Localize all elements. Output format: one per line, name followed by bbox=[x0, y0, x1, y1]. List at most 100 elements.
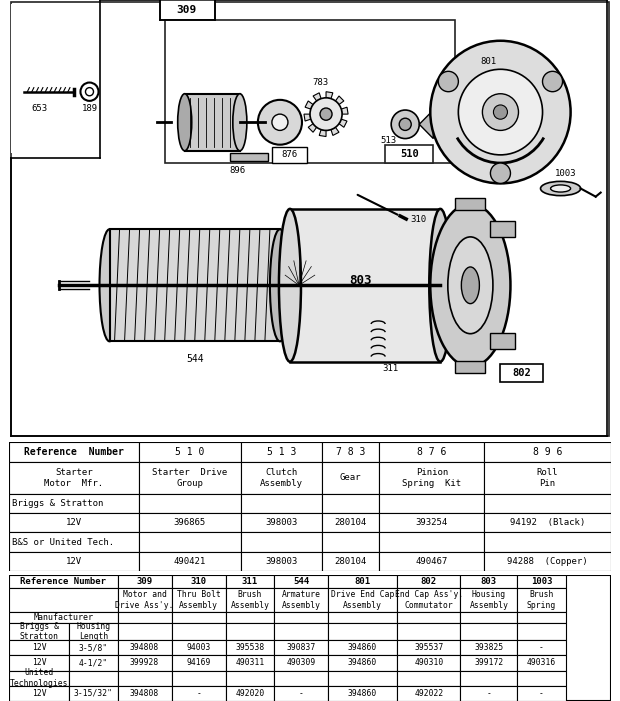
Polygon shape bbox=[11, 4, 100, 153]
Bar bbox=[379, 442, 484, 463]
Bar bbox=[118, 622, 172, 640]
Bar bbox=[484, 442, 611, 463]
Bar bbox=[461, 622, 518, 640]
Bar bbox=[379, 552, 484, 571]
Text: 3-5/8": 3-5/8" bbox=[79, 644, 108, 652]
Text: Roll
Pin: Roll Pin bbox=[537, 468, 558, 488]
Bar bbox=[274, 588, 328, 612]
Bar bbox=[9, 612, 118, 622]
Text: 544: 544 bbox=[186, 353, 203, 364]
Bar bbox=[322, 494, 379, 513]
Bar bbox=[461, 588, 518, 612]
Ellipse shape bbox=[279, 209, 301, 362]
Circle shape bbox=[391, 110, 419, 139]
Circle shape bbox=[272, 114, 288, 130]
Bar bbox=[518, 575, 565, 588]
Text: Reference Number: Reference Number bbox=[20, 577, 107, 586]
Bar bbox=[518, 612, 565, 622]
Text: 1003: 1003 bbox=[555, 170, 577, 178]
Bar bbox=[172, 640, 226, 655]
Text: 12V: 12V bbox=[66, 557, 82, 566]
Text: 311: 311 bbox=[382, 364, 398, 373]
Bar bbox=[172, 686, 226, 701]
Bar bbox=[328, 671, 397, 686]
Bar bbox=[322, 463, 379, 494]
Circle shape bbox=[320, 108, 332, 121]
Text: 399928: 399928 bbox=[130, 658, 159, 667]
Bar bbox=[455, 361, 485, 373]
Text: Brush
Assembly: Brush Assembly bbox=[231, 590, 269, 610]
Bar bbox=[272, 147, 307, 163]
Bar bbox=[397, 686, 461, 701]
Text: Armature
Assembly: Armature Assembly bbox=[281, 590, 321, 610]
Text: -: - bbox=[539, 689, 544, 698]
Bar bbox=[397, 655, 461, 671]
Bar bbox=[328, 622, 397, 640]
Bar bbox=[328, 612, 397, 622]
Bar bbox=[226, 612, 274, 622]
Circle shape bbox=[399, 118, 411, 130]
Text: 395537: 395537 bbox=[414, 644, 443, 652]
Text: 394860: 394860 bbox=[348, 644, 377, 652]
Bar bbox=[397, 640, 461, 655]
Polygon shape bbox=[331, 128, 339, 135]
Text: 490421: 490421 bbox=[174, 557, 206, 566]
Bar bbox=[172, 655, 226, 671]
Text: 309: 309 bbox=[136, 577, 153, 586]
Text: 393254: 393254 bbox=[415, 518, 448, 527]
Text: Briggs &
Stratton: Briggs & Stratton bbox=[20, 622, 59, 641]
Text: 94003: 94003 bbox=[187, 644, 211, 652]
Text: 803: 803 bbox=[349, 273, 371, 287]
Polygon shape bbox=[308, 123, 317, 132]
Text: Briggs & Stratton: Briggs & Stratton bbox=[12, 498, 104, 508]
Bar bbox=[226, 655, 274, 671]
Bar bbox=[518, 686, 565, 701]
Text: 490316: 490316 bbox=[527, 658, 556, 667]
Text: 394860: 394860 bbox=[348, 689, 377, 698]
Text: -: - bbox=[539, 644, 544, 652]
Circle shape bbox=[310, 98, 342, 130]
Text: 490309: 490309 bbox=[286, 658, 316, 667]
Bar bbox=[160, 0, 215, 20]
Ellipse shape bbox=[461, 267, 479, 304]
Bar bbox=[274, 655, 328, 671]
Bar bbox=[226, 686, 274, 701]
Text: 311: 311 bbox=[242, 577, 258, 586]
Bar bbox=[69, 671, 118, 686]
Ellipse shape bbox=[99, 229, 120, 341]
Text: 310: 310 bbox=[191, 577, 207, 586]
Text: Brush
Spring: Brush Spring bbox=[527, 590, 556, 610]
Bar bbox=[290, 209, 440, 362]
Text: 12V: 12V bbox=[32, 644, 46, 652]
Polygon shape bbox=[305, 101, 313, 109]
Bar bbox=[241, 533, 322, 552]
Bar bbox=[139, 494, 241, 513]
Bar bbox=[285, 260, 315, 311]
Text: Starter  Drive
Group: Starter Drive Group bbox=[152, 468, 228, 488]
Text: 513: 513 bbox=[380, 136, 396, 145]
Bar bbox=[455, 198, 485, 210]
Bar bbox=[274, 575, 328, 588]
Bar bbox=[518, 671, 565, 686]
Bar bbox=[241, 494, 322, 513]
Ellipse shape bbox=[541, 182, 580, 196]
Text: 5 1 3: 5 1 3 bbox=[267, 447, 296, 457]
Bar bbox=[379, 513, 484, 533]
Text: 395538: 395538 bbox=[235, 644, 265, 652]
Text: 398003: 398003 bbox=[265, 557, 298, 566]
Bar bbox=[484, 463, 611, 494]
Text: 396865: 396865 bbox=[174, 518, 206, 527]
Bar bbox=[118, 575, 172, 588]
Bar bbox=[241, 442, 322, 463]
Bar bbox=[484, 533, 611, 552]
Text: Housing
Length: Housing Length bbox=[76, 622, 110, 641]
Text: Manufacturer: Manufacturer bbox=[33, 613, 94, 622]
Bar bbox=[9, 533, 139, 552]
Text: 398003: 398003 bbox=[265, 518, 298, 527]
Text: 94288  (Copper): 94288 (Copper) bbox=[507, 557, 588, 566]
Text: 490310: 490310 bbox=[414, 658, 443, 667]
Text: 4-1/2": 4-1/2" bbox=[79, 658, 108, 667]
Text: 492022: 492022 bbox=[414, 689, 443, 698]
Bar bbox=[461, 612, 518, 622]
Bar bbox=[172, 575, 226, 588]
